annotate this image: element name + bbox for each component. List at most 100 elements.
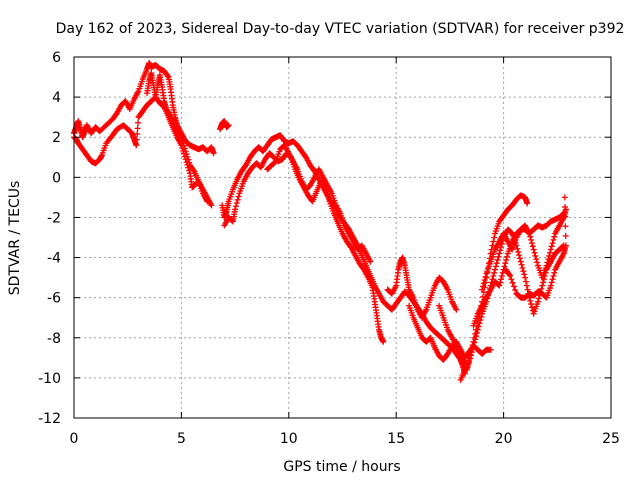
data-point bbox=[492, 263, 499, 270]
data-point bbox=[135, 119, 142, 126]
data-point bbox=[527, 297, 534, 304]
data-point bbox=[473, 329, 480, 336]
data-point bbox=[493, 260, 500, 267]
data-point bbox=[476, 320, 483, 327]
data-point bbox=[524, 200, 531, 207]
data-point bbox=[516, 255, 523, 262]
y-tick-label: -12 bbox=[38, 411, 61, 427]
data-point bbox=[551, 233, 558, 240]
data-point bbox=[507, 272, 514, 279]
data-point bbox=[546, 252, 553, 259]
data-point bbox=[501, 263, 508, 270]
data-point bbox=[467, 355, 474, 362]
data-point bbox=[549, 276, 556, 283]
data-point bbox=[519, 264, 526, 271]
data-point bbox=[546, 249, 553, 256]
data-point bbox=[529, 243, 536, 250]
data-point bbox=[534, 298, 541, 305]
data-point bbox=[233, 200, 240, 207]
data-point bbox=[210, 150, 217, 157]
data-point bbox=[509, 279, 516, 286]
data-point bbox=[490, 273, 497, 280]
data-point bbox=[180, 142, 187, 149]
data-point bbox=[492, 266, 499, 273]
data-point bbox=[514, 245, 521, 252]
data-point bbox=[544, 259, 551, 266]
data-point bbox=[496, 250, 503, 257]
data-point bbox=[562, 213, 569, 220]
data-point bbox=[503, 256, 510, 263]
data-point bbox=[467, 352, 474, 359]
data-point bbox=[180, 139, 187, 146]
data-point bbox=[548, 243, 555, 250]
data-point bbox=[466, 358, 473, 365]
data-point bbox=[508, 276, 515, 283]
data-point bbox=[512, 287, 519, 294]
data-point bbox=[178, 134, 185, 141]
data-point bbox=[208, 202, 215, 209]
data-point bbox=[225, 122, 232, 129]
data-point bbox=[522, 278, 529, 285]
data-point bbox=[528, 236, 535, 243]
data-point bbox=[482, 273, 489, 280]
data-point bbox=[550, 273, 557, 280]
y-tick-label: 2 bbox=[52, 130, 61, 146]
x-tick-label: 25 bbox=[602, 431, 620, 447]
x-tick-label: 5 bbox=[177, 431, 186, 447]
data-point bbox=[520, 268, 527, 275]
y-tick-label: -2 bbox=[47, 210, 61, 226]
data-point bbox=[190, 167, 197, 174]
data-point bbox=[134, 125, 141, 132]
data-point bbox=[184, 153, 191, 160]
data-point bbox=[549, 240, 556, 247]
data-point bbox=[234, 196, 241, 203]
data-point bbox=[186, 159, 193, 166]
data-point bbox=[515, 248, 522, 255]
data-point bbox=[523, 282, 530, 289]
data-point bbox=[481, 277, 488, 284]
data-point bbox=[516, 252, 523, 259]
data-point bbox=[480, 280, 487, 287]
data-point bbox=[489, 242, 496, 249]
data-point bbox=[518, 261, 525, 268]
data-point bbox=[508, 229, 515, 236]
data-point bbox=[164, 72, 171, 79]
data-point bbox=[468, 349, 475, 356]
data-point bbox=[491, 234, 498, 241]
data-point bbox=[534, 259, 541, 266]
data-point bbox=[133, 136, 140, 143]
data-point bbox=[232, 203, 239, 210]
data-point bbox=[473, 333, 480, 340]
data-point bbox=[204, 198, 211, 205]
data-point bbox=[543, 262, 550, 269]
data-point bbox=[475, 323, 482, 330]
data-point bbox=[496, 282, 503, 289]
data-point bbox=[487, 346, 494, 353]
y-tick-label: 6 bbox=[52, 50, 61, 66]
data-point bbox=[479, 286, 486, 293]
plot-frame bbox=[73, 56, 612, 419]
data-point bbox=[498, 244, 505, 251]
data-point bbox=[535, 295, 542, 302]
x-tick-label: 0 bbox=[70, 431, 79, 447]
data-point bbox=[530, 246, 537, 253]
x-axis-label: GPS time / hours bbox=[283, 459, 400, 475]
data-point bbox=[539, 282, 546, 289]
x-tick-label: 10 bbox=[280, 431, 298, 447]
data-point bbox=[561, 194, 568, 201]
data-point bbox=[504, 253, 511, 260]
data-point bbox=[134, 131, 141, 138]
data-point bbox=[182, 148, 189, 155]
data-point bbox=[272, 159, 279, 166]
data-point bbox=[547, 282, 554, 289]
data-point bbox=[471, 339, 478, 346]
y-tick-label: -8 bbox=[47, 331, 61, 347]
data-point bbox=[547, 246, 554, 253]
data-point bbox=[548, 279, 555, 286]
data-point bbox=[453, 306, 460, 313]
data-point bbox=[528, 304, 535, 311]
data-point bbox=[477, 317, 484, 324]
data-point bbox=[497, 247, 504, 254]
data-point bbox=[472, 336, 479, 343]
